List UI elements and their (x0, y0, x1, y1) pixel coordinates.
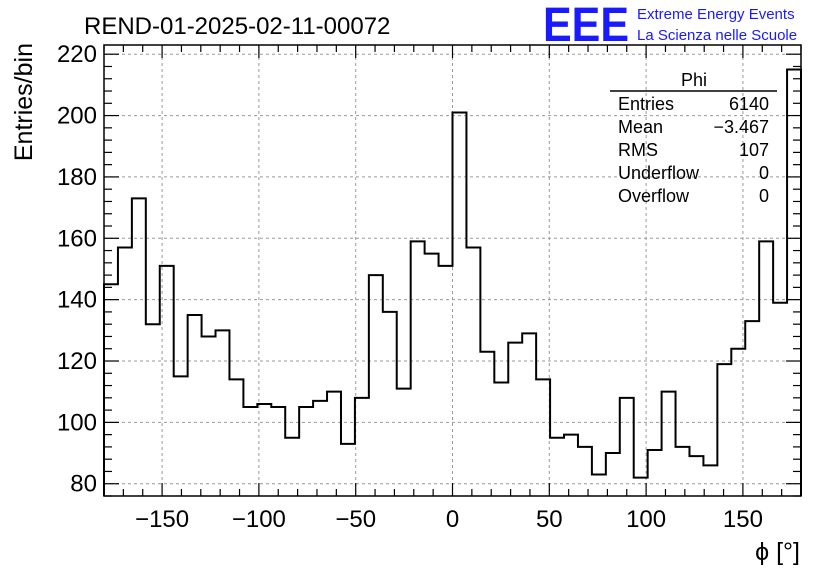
stats-value: −3.467 (713, 117, 769, 137)
chart-title: REND-01-2025-02-11-00072 (84, 13, 390, 40)
stats-value: 0 (759, 163, 769, 183)
axis-ticks (103, 45, 802, 497)
x-tick-label: −50 (335, 506, 376, 533)
stats-label: Mean (618, 117, 663, 137)
x-tick-label: 150 (723, 506, 763, 533)
y-tick-label: 180 (57, 164, 97, 191)
stats-title: Phi (681, 70, 707, 90)
histogram-outline (103, 68, 802, 496)
x-tick-label: −100 (232, 506, 286, 533)
eee-logo-line2: La Scienza nelle Scuole (637, 27, 797, 44)
stats-value: 6140 (729, 94, 769, 114)
y-tick-label: 80 (70, 471, 97, 498)
stats-value: 107 (739, 140, 769, 160)
stats-rows: Entries 6140 Mean −3.467 RMS 107 Underflow 0 Ove… (618, 94, 769, 206)
y-tick-labels: 80 100 120 140 160 180 200 220 (57, 41, 97, 498)
eee-logo: EEE Extreme Energy Events La Scienza nel… (543, 0, 797, 52)
stats-box: Phi Entries 6140 Mean −3.467 RMS 107 Underflow… (610, 70, 777, 206)
stats-label: Underflow (618, 163, 700, 183)
stats-label: Entries (618, 94, 674, 114)
x-tick-label: 100 (626, 506, 666, 533)
x-tick-label: −150 (135, 506, 189, 533)
y-tick-label: 140 (57, 287, 97, 314)
stats-label: RMS (618, 140, 658, 160)
eee-logo-mark: EEE (543, 0, 629, 52)
y-axis-title: Entries/bin (10, 43, 38, 161)
stats-label: Overflow (618, 186, 690, 206)
x-axis-title: ϕ [°] (755, 538, 800, 566)
stats-value: 0 (759, 186, 769, 206)
x-tick-labels: −150 −100 −50 0 50 100 150 (135, 506, 763, 533)
y-tick-label: 160 (57, 225, 97, 252)
x-tick-label: 50 (536, 506, 563, 533)
y-tick-label: 100 (57, 409, 97, 436)
y-tick-label: 120 (57, 348, 97, 375)
x-tick-label: 0 (446, 506, 459, 533)
y-tick-label: 200 (57, 103, 97, 130)
eee-logo-line1: Extreme Energy Events (637, 6, 795, 23)
y-tick-label: 220 (57, 41, 97, 68)
